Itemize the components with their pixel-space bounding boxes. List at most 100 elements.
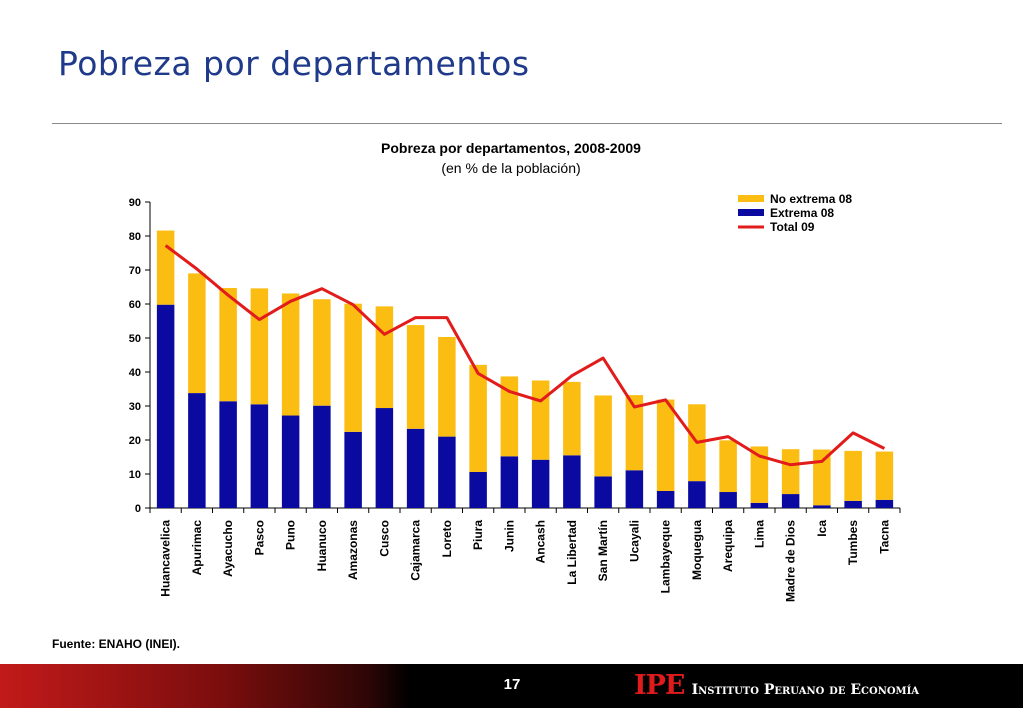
bar-no-extrema-08 xyxy=(875,451,894,500)
chart-subtitle: (en % de la población) xyxy=(441,160,580,176)
bar-no-extrema-08 xyxy=(219,288,237,402)
x-tick-label: Moquegua xyxy=(690,520,704,580)
bar-no-extrema-08 xyxy=(406,325,425,429)
y-tick-label: 60 xyxy=(129,299,141,311)
chart-x-labels: Huancavelica Apurimac Ayacucho Pasco Puno Hua… xyxy=(159,520,892,602)
x-tick-label: Ica xyxy=(815,520,829,537)
x-tick-label: Huanuco xyxy=(315,520,329,571)
chart-axes: 0 10 20 30 40 50 60 70 80 90 xyxy=(129,197,901,515)
bar-no-extrema-08 xyxy=(313,299,331,406)
x-tick-label: Lambayeque xyxy=(659,520,673,594)
bar-extrema-08 xyxy=(781,494,800,508)
bar-extrema-08 xyxy=(313,405,331,508)
x-tick-label: Arequipa xyxy=(721,520,735,572)
legend-swatch xyxy=(738,209,764,216)
brand: IPE Instituto Peruano de Economía xyxy=(634,670,919,701)
y-tick-label: 30 xyxy=(129,401,141,413)
bar-extrema-08 xyxy=(406,428,425,508)
bar-no-extrema-08 xyxy=(844,450,862,501)
legend-label: Extrema 08 xyxy=(770,206,834,220)
bar-extrema-08 xyxy=(344,431,362,508)
x-tick-label: Tumbes xyxy=(846,520,860,565)
bar-no-extrema-08 xyxy=(281,293,300,416)
bar-extrema-08 xyxy=(813,505,831,508)
bar-no-extrema-08 xyxy=(188,273,206,394)
chart-line xyxy=(164,244,886,467)
chart-bars xyxy=(156,230,894,508)
x-tick-label: Pasco xyxy=(252,520,266,555)
poverty-chart: Pobreza por departamentos, 2008-2009 (en… xyxy=(129,140,901,602)
bar-extrema-08 xyxy=(719,492,737,508)
bar-no-extrema-08 xyxy=(344,303,362,432)
x-tick-label: La Libertad xyxy=(565,520,579,585)
bar-no-extrema-08 xyxy=(438,336,456,437)
source-note: Fuente: ENAHO (INEI). xyxy=(52,637,180,651)
x-tick-label: Piura xyxy=(471,520,485,550)
x-tick-label: Ucayali xyxy=(627,520,641,562)
chart-title: Pobreza por departamentos, 2008-2009 xyxy=(381,140,641,156)
bar-extrema-08 xyxy=(375,408,394,508)
x-tick-label: Apurimac xyxy=(190,520,204,576)
bar-no-extrema-08 xyxy=(531,380,550,460)
x-tick-label: Puno xyxy=(284,520,298,550)
bar-no-extrema-08 xyxy=(563,381,581,456)
x-tick-label: Ancash xyxy=(534,520,548,563)
bar-extrema-08 xyxy=(469,471,487,508)
page-number: 17 xyxy=(503,676,521,693)
y-tick-label: 40 xyxy=(129,367,141,379)
x-tick-label: Ayacucho xyxy=(221,520,235,577)
bar-extrema-08 xyxy=(219,401,237,508)
y-tick-label: 0 xyxy=(135,503,141,515)
bar-extrema-08 xyxy=(438,436,456,508)
bar-no-extrema-08 xyxy=(469,364,487,472)
bar-extrema-08 xyxy=(156,304,175,508)
x-tick-label: Cajamarca xyxy=(409,520,423,581)
y-tick-label: 70 xyxy=(129,265,141,277)
bar-no-extrema-08 xyxy=(750,446,769,503)
bar-no-extrema-08 xyxy=(719,440,737,493)
slide-title: Pobreza por departamentos xyxy=(58,44,530,83)
bar-extrema-08 xyxy=(281,415,300,508)
x-tick-label: Cusco xyxy=(377,520,391,557)
y-tick-label: 10 xyxy=(129,469,141,481)
bar-no-extrema-08 xyxy=(781,449,800,495)
x-tick-label: Junin xyxy=(502,520,516,552)
x-tick-label: Amazonas xyxy=(346,520,360,580)
legend-label: Total 09 xyxy=(770,220,815,234)
x-tick-label: Huancavelica xyxy=(159,520,173,597)
legend-swatch xyxy=(738,195,764,202)
bar-extrema-08 xyxy=(688,481,706,508)
bar-extrema-08 xyxy=(594,476,612,508)
bar-extrema-08 xyxy=(500,456,519,508)
y-tick-label: 20 xyxy=(129,435,141,447)
line-total-09 xyxy=(164,244,886,467)
bar-extrema-08 xyxy=(656,491,675,508)
x-tick-label: San Martín xyxy=(596,520,610,581)
bar-extrema-08 xyxy=(750,502,769,508)
title-divider xyxy=(52,123,1002,124)
x-tick-label: Madre de Dios xyxy=(784,520,798,602)
bar-no-extrema-08 xyxy=(813,449,831,506)
bar-no-extrema-08 xyxy=(156,230,175,305)
bar-extrema-08 xyxy=(875,499,894,508)
bar-no-extrema-08 xyxy=(250,288,269,405)
y-tick-label: 90 xyxy=(129,197,141,209)
bar-no-extrema-08 xyxy=(500,376,519,457)
bar-extrema-08 xyxy=(250,404,269,508)
bar-extrema-08 xyxy=(531,459,550,508)
bar-extrema-08 xyxy=(625,470,644,508)
organization-name: Instituto Peruano de Economía xyxy=(691,682,920,698)
brand-logo: IPE xyxy=(634,670,686,701)
x-tick-label: Lima xyxy=(752,520,766,548)
footer-bar: 17 IPE Instituto Peruano de Economía xyxy=(0,664,1023,708)
bar-extrema-08 xyxy=(188,393,206,508)
bar-no-extrema-08 xyxy=(625,395,644,471)
x-tick-label: Loreto xyxy=(440,520,454,557)
bar-no-extrema-08 xyxy=(656,399,675,491)
bar-no-extrema-08 xyxy=(594,395,612,477)
x-tick-label: Tacna xyxy=(877,520,891,554)
y-tick-label: 80 xyxy=(129,231,141,243)
bar-no-extrema-08 xyxy=(375,306,394,409)
bar-extrema-08 xyxy=(844,500,862,508)
